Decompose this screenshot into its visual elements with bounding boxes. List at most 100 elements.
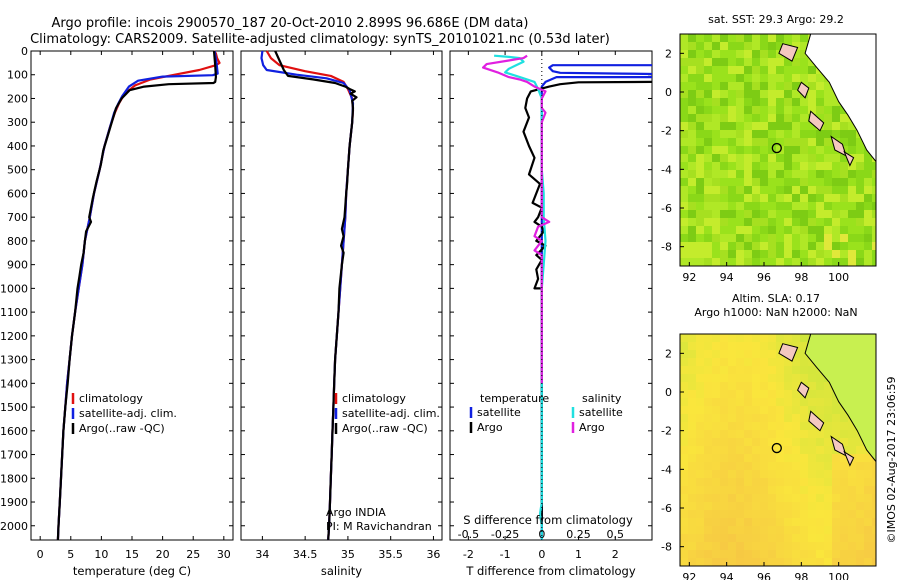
grid-cell — [744, 382, 752, 390]
grid-cell — [784, 122, 792, 130]
grid-cell — [840, 558, 848, 566]
grid-cell — [768, 34, 776, 42]
grid-cell — [768, 178, 776, 186]
grid-cell — [744, 106, 752, 114]
grid-cell — [680, 154, 688, 162]
grid-cell — [680, 34, 688, 42]
grid-cell — [728, 234, 736, 242]
grid-cell — [816, 406, 824, 414]
grid-cell — [720, 34, 728, 42]
grid-cell — [744, 406, 752, 414]
grid-cell — [696, 178, 704, 186]
grid-cell — [704, 178, 712, 186]
grid-cell — [696, 486, 704, 494]
grid-cell — [856, 250, 864, 258]
grid-cell — [824, 82, 832, 90]
grid-cell — [688, 350, 696, 358]
grid-cell — [808, 106, 816, 114]
grid-cell — [800, 462, 808, 470]
grid-cell — [872, 210, 876, 218]
grid-cell — [808, 398, 816, 406]
grid-cell — [688, 114, 696, 122]
grid-cell — [752, 518, 760, 526]
grid-cell — [680, 258, 688, 266]
grid-cell — [816, 438, 824, 446]
grid-cell — [704, 82, 712, 90]
grid-cell — [784, 114, 792, 122]
grid-cell — [696, 154, 704, 162]
grid-cell — [760, 382, 768, 390]
grid-cell — [832, 258, 840, 266]
grid-cell — [824, 558, 832, 566]
grid-cell — [712, 478, 720, 486]
grid-cell — [776, 446, 784, 454]
grid-cell — [776, 470, 784, 478]
grid-cell — [864, 234, 872, 242]
grid-cell — [728, 542, 736, 550]
grid-cell — [800, 342, 808, 350]
grid-cell — [696, 518, 704, 526]
y-tick-label: 600 — [7, 187, 28, 200]
grid-cell — [840, 510, 848, 518]
island — [778, 343, 799, 362]
grid-cell — [736, 534, 744, 542]
grid-cell — [776, 430, 784, 438]
grid-cell — [752, 542, 760, 550]
grid-cell — [752, 242, 760, 250]
grid-cell — [760, 398, 768, 406]
grid-cell — [768, 470, 776, 478]
grid-cell — [768, 194, 776, 202]
grid-cell — [808, 66, 816, 74]
grid-cell — [696, 398, 704, 406]
grid-cell — [856, 454, 864, 462]
grid-cell — [752, 358, 760, 366]
grid-cell — [712, 462, 720, 470]
x-tick-label: 30 — [217, 548, 231, 561]
grid-cell — [768, 534, 776, 542]
grid-cell — [744, 454, 752, 462]
grid-cell — [752, 406, 760, 414]
grid-cell — [800, 186, 808, 194]
grid-cell — [752, 66, 760, 74]
grid-cell — [712, 250, 720, 258]
y-tick-label: -8 — [661, 541, 672, 554]
grid-cell — [760, 218, 768, 226]
grid-cell — [704, 518, 712, 526]
grid-cell — [832, 186, 840, 194]
grid-cell — [744, 510, 752, 518]
grid-cell — [760, 358, 768, 366]
grid-cell — [712, 502, 720, 510]
grid-cell — [832, 106, 840, 114]
grid-cell — [832, 414, 840, 422]
grid-cell — [696, 218, 704, 226]
grid-cell — [872, 178, 876, 186]
grid-cell — [736, 130, 744, 138]
x-tick-label: 98 — [794, 271, 808, 284]
grid-cell — [688, 398, 696, 406]
grid-cell — [736, 194, 744, 202]
grid-cell — [760, 130, 768, 138]
grid-cell — [752, 342, 760, 350]
grid-cell — [784, 502, 792, 510]
grid-cell — [680, 74, 688, 82]
grid-cell — [784, 414, 792, 422]
grid-cell — [736, 154, 744, 162]
grid-cell — [808, 234, 816, 242]
grid-cell — [752, 58, 760, 66]
grid-cell — [704, 446, 712, 454]
grid-cell — [680, 186, 688, 194]
grid-cell — [824, 430, 832, 438]
grid-cell — [704, 398, 712, 406]
grid-cell — [848, 250, 856, 258]
grid-cell — [768, 66, 776, 74]
grid-cell — [720, 342, 728, 350]
grid-cell — [792, 558, 800, 566]
grid-cell — [768, 478, 776, 486]
grid-cell — [824, 422, 832, 430]
grid-cell — [784, 138, 792, 146]
grid-cell — [856, 486, 864, 494]
grid-cell — [712, 518, 720, 526]
grid-cell — [808, 526, 816, 534]
grid-cell — [688, 74, 696, 82]
grid-cell — [784, 374, 792, 382]
